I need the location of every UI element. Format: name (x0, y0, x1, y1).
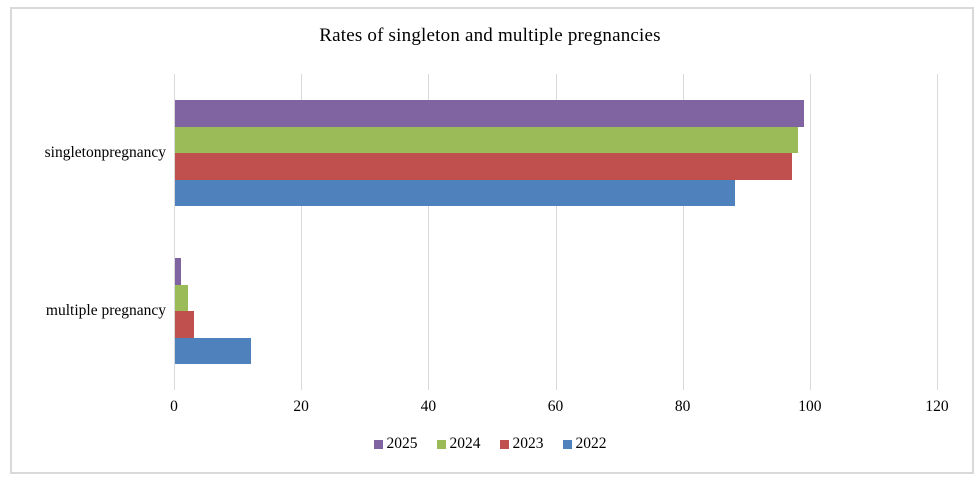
legend-label: 2025 (386, 435, 418, 452)
legend-label: 2024 (449, 435, 481, 452)
bar-2025-singletonpregnancy (175, 100, 805, 127)
legend-marker-icon (499, 439, 509, 449)
bar-2025-multiple-pregnancy (175, 258, 182, 285)
chart-frame-border (10, 7, 974, 474)
legend-label: 2022 (575, 435, 607, 452)
gridline-x-0 (174, 74, 175, 390)
category-label-0: singletonpregnancy (44, 144, 166, 161)
legend-item-2022: 2022 (562, 435, 607, 453)
bar-2023-multiple-pregnancy (175, 311, 195, 338)
category-label-1: multiple pregnancy (45, 302, 166, 319)
x-tick-label-60: 60 (547, 398, 564, 415)
gridline-x-100 (809, 74, 811, 390)
legend-item-2024: 2024 (436, 435, 481, 453)
legend: 2025 2024 2023 2022 (0, 435, 980, 453)
bar-2024-multiple-pregnancy (175, 284, 188, 311)
bar-2024-singletonpregnancy (175, 126, 799, 153)
gridline-x-60 (555, 74, 557, 390)
x-tick-label-40: 40 (420, 398, 437, 415)
bar-2022-multiple-pregnancy (175, 337, 252, 364)
bar-2022-singletonpregnancy (175, 179, 735, 206)
gridline-x-120 (937, 74, 938, 390)
legend-marker-icon (373, 439, 383, 449)
legend-marker-icon (436, 439, 446, 449)
chart-title: Rates of singleton and multiple pregnanc… (319, 25, 661, 46)
x-tick-label-20: 20 (293, 398, 309, 415)
x-tick-label-100: 100 (798, 398, 822, 415)
x-tick-label-80: 80 (674, 398, 691, 415)
bar-2023-singletonpregnancy (175, 153, 792, 180)
x-tick-label-0: 0 (170, 398, 178, 415)
gridline-x-80 (682, 74, 684, 390)
legend-marker-icon (562, 439, 572, 449)
gridline-x-40 (428, 74, 430, 390)
gridline-x-20 (301, 74, 303, 390)
legend-label: 2023 (512, 435, 544, 452)
legend-item-2023: 2023 (499, 435, 544, 453)
x-tick-label-120: 120 (925, 398, 949, 415)
legend-item-2025: 2025 (373, 435, 418, 453)
